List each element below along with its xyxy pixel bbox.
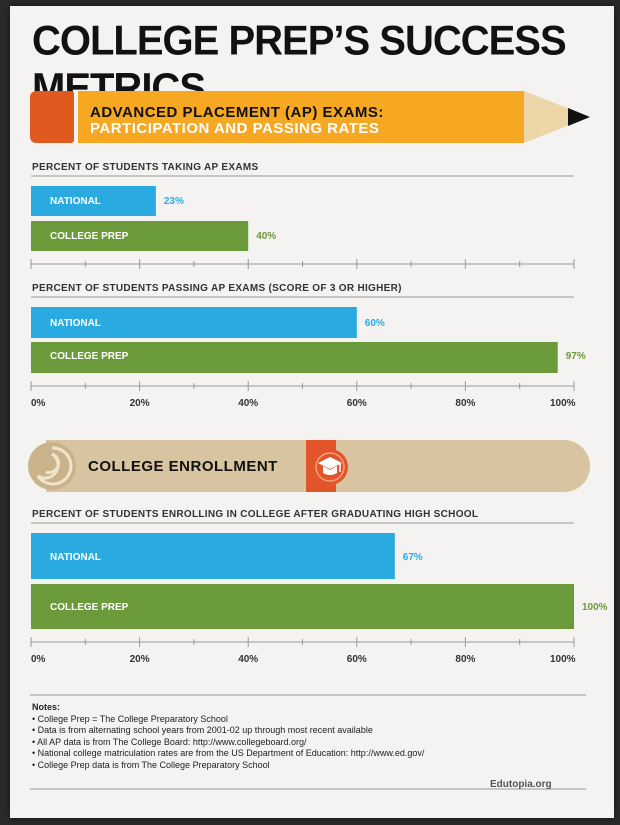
page-title: College Prep’s Success Metrics (32, 17, 567, 112)
chart2-tick-label: 100% (550, 398, 576, 409)
chart2-tick-label: 80% (455, 398, 476, 409)
ap-banner-line1: Advanced Placement (AP) Exams: (90, 104, 384, 121)
note-item: • All AP data is from The College Board:… (32, 736, 307, 747)
chart2-national-value: 60% (364, 318, 385, 329)
chart2-national-label: National (50, 318, 101, 329)
chart1-national-label: National (50, 196, 101, 207)
note-item: • College Prep = The College Preparatory… (32, 713, 228, 724)
chart3-national-label: National (50, 552, 101, 563)
chart2-tick-label: 60% (346, 398, 367, 409)
chart2-tick-label: 0% (31, 398, 46, 409)
credit-divider (30, 788, 586, 790)
chart2-bar-collegeprep (31, 342, 558, 373)
chart1-bar-national (31, 186, 156, 216)
ap-banner-line2: Participation and Passing Rates (90, 120, 380, 137)
chart3-tick-label: 0% (31, 654, 46, 665)
chart2-tick-label: 40% (238, 398, 259, 409)
pencil-banner (30, 91, 590, 143)
scroll-banner (28, 440, 590, 492)
chart1-bar-collegeprep (31, 221, 249, 251)
notes-heading: Notes: (32, 702, 61, 712)
chart1-national-value: 23% (163, 196, 184, 207)
chart3-collegeprep-label: College Prep (50, 602, 129, 613)
chart3-bar-collegeprep (31, 584, 574, 629)
chart3-tick-label: 80% (455, 654, 476, 665)
pencil-tip-wood (524, 91, 590, 143)
pencil-cap (30, 91, 76, 143)
chart3-tick-label: 40% (238, 654, 259, 665)
note-item: • National college matriculation rates a… (32, 748, 425, 758)
note-item: • Data is from alternating school years … (32, 725, 373, 735)
notes-divider (30, 694, 586, 696)
chart1-title: Percent of Students Taking AP Exams (32, 162, 259, 173)
chart3-title: Percent of Students Enrolling in College… (32, 509, 479, 520)
notes: Notes: • College Prep = The College Prep… (32, 702, 592, 771)
enrollment-banner-label: College Enrollment (88, 458, 278, 475)
chart2-title: Percent of Students Passing AP Exams (Sc… (32, 283, 402, 294)
chart2-tick-label: 20% (129, 398, 150, 409)
note-item: • College Prep data is from The College … (32, 759, 270, 770)
pencil-ferrule (74, 91, 78, 143)
chart1-collegeprep-label: College Prep (50, 231, 129, 242)
chart2-bar-national (31, 307, 357, 338)
chart3-tick-label: 100% (550, 654, 576, 665)
chart3-bar-national (31, 533, 395, 579)
chart2-collegeprep-label: College Prep (50, 351, 129, 362)
chart3-collegeprep-value: 100% (582, 602, 608, 613)
graduation-cap-icon (318, 457, 342, 475)
chart3-tick-label: 60% (346, 654, 367, 665)
chart3-tick-label: 20% (129, 654, 150, 665)
pencil-lead (568, 108, 590, 126)
pencil-body (78, 91, 524, 143)
chart2-collegeprep-value: 97% (565, 351, 586, 362)
credit: Edutopia.org (490, 779, 552, 790)
chart1-collegeprep-value: 40% (256, 231, 277, 242)
chart3-national-value: 67% (402, 552, 423, 563)
